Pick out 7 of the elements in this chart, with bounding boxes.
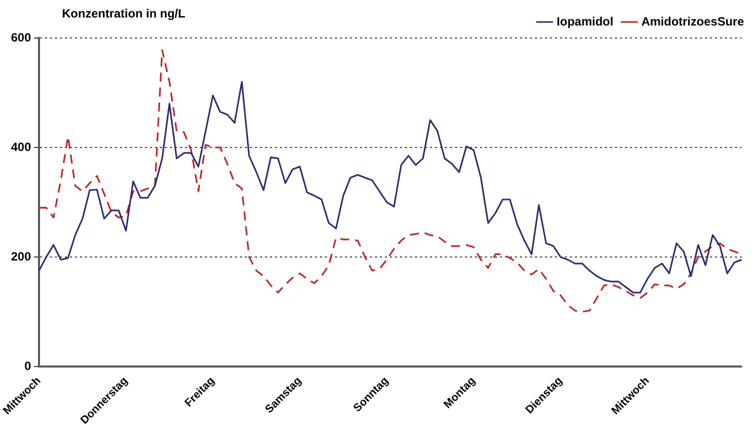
y-tick-label: 200 — [10, 249, 32, 264]
y-tick-label: 400 — [10, 140, 32, 154]
y-axis-title: Konzentration in ng/L — [62, 6, 186, 20]
legend-label: AmidotrizoesSure — [641, 14, 744, 28]
legend-label: Iopamidol — [556, 14, 614, 28]
y-tick-label: 0 — [24, 358, 32, 373]
y-tick-label: 600 — [10, 30, 32, 44]
